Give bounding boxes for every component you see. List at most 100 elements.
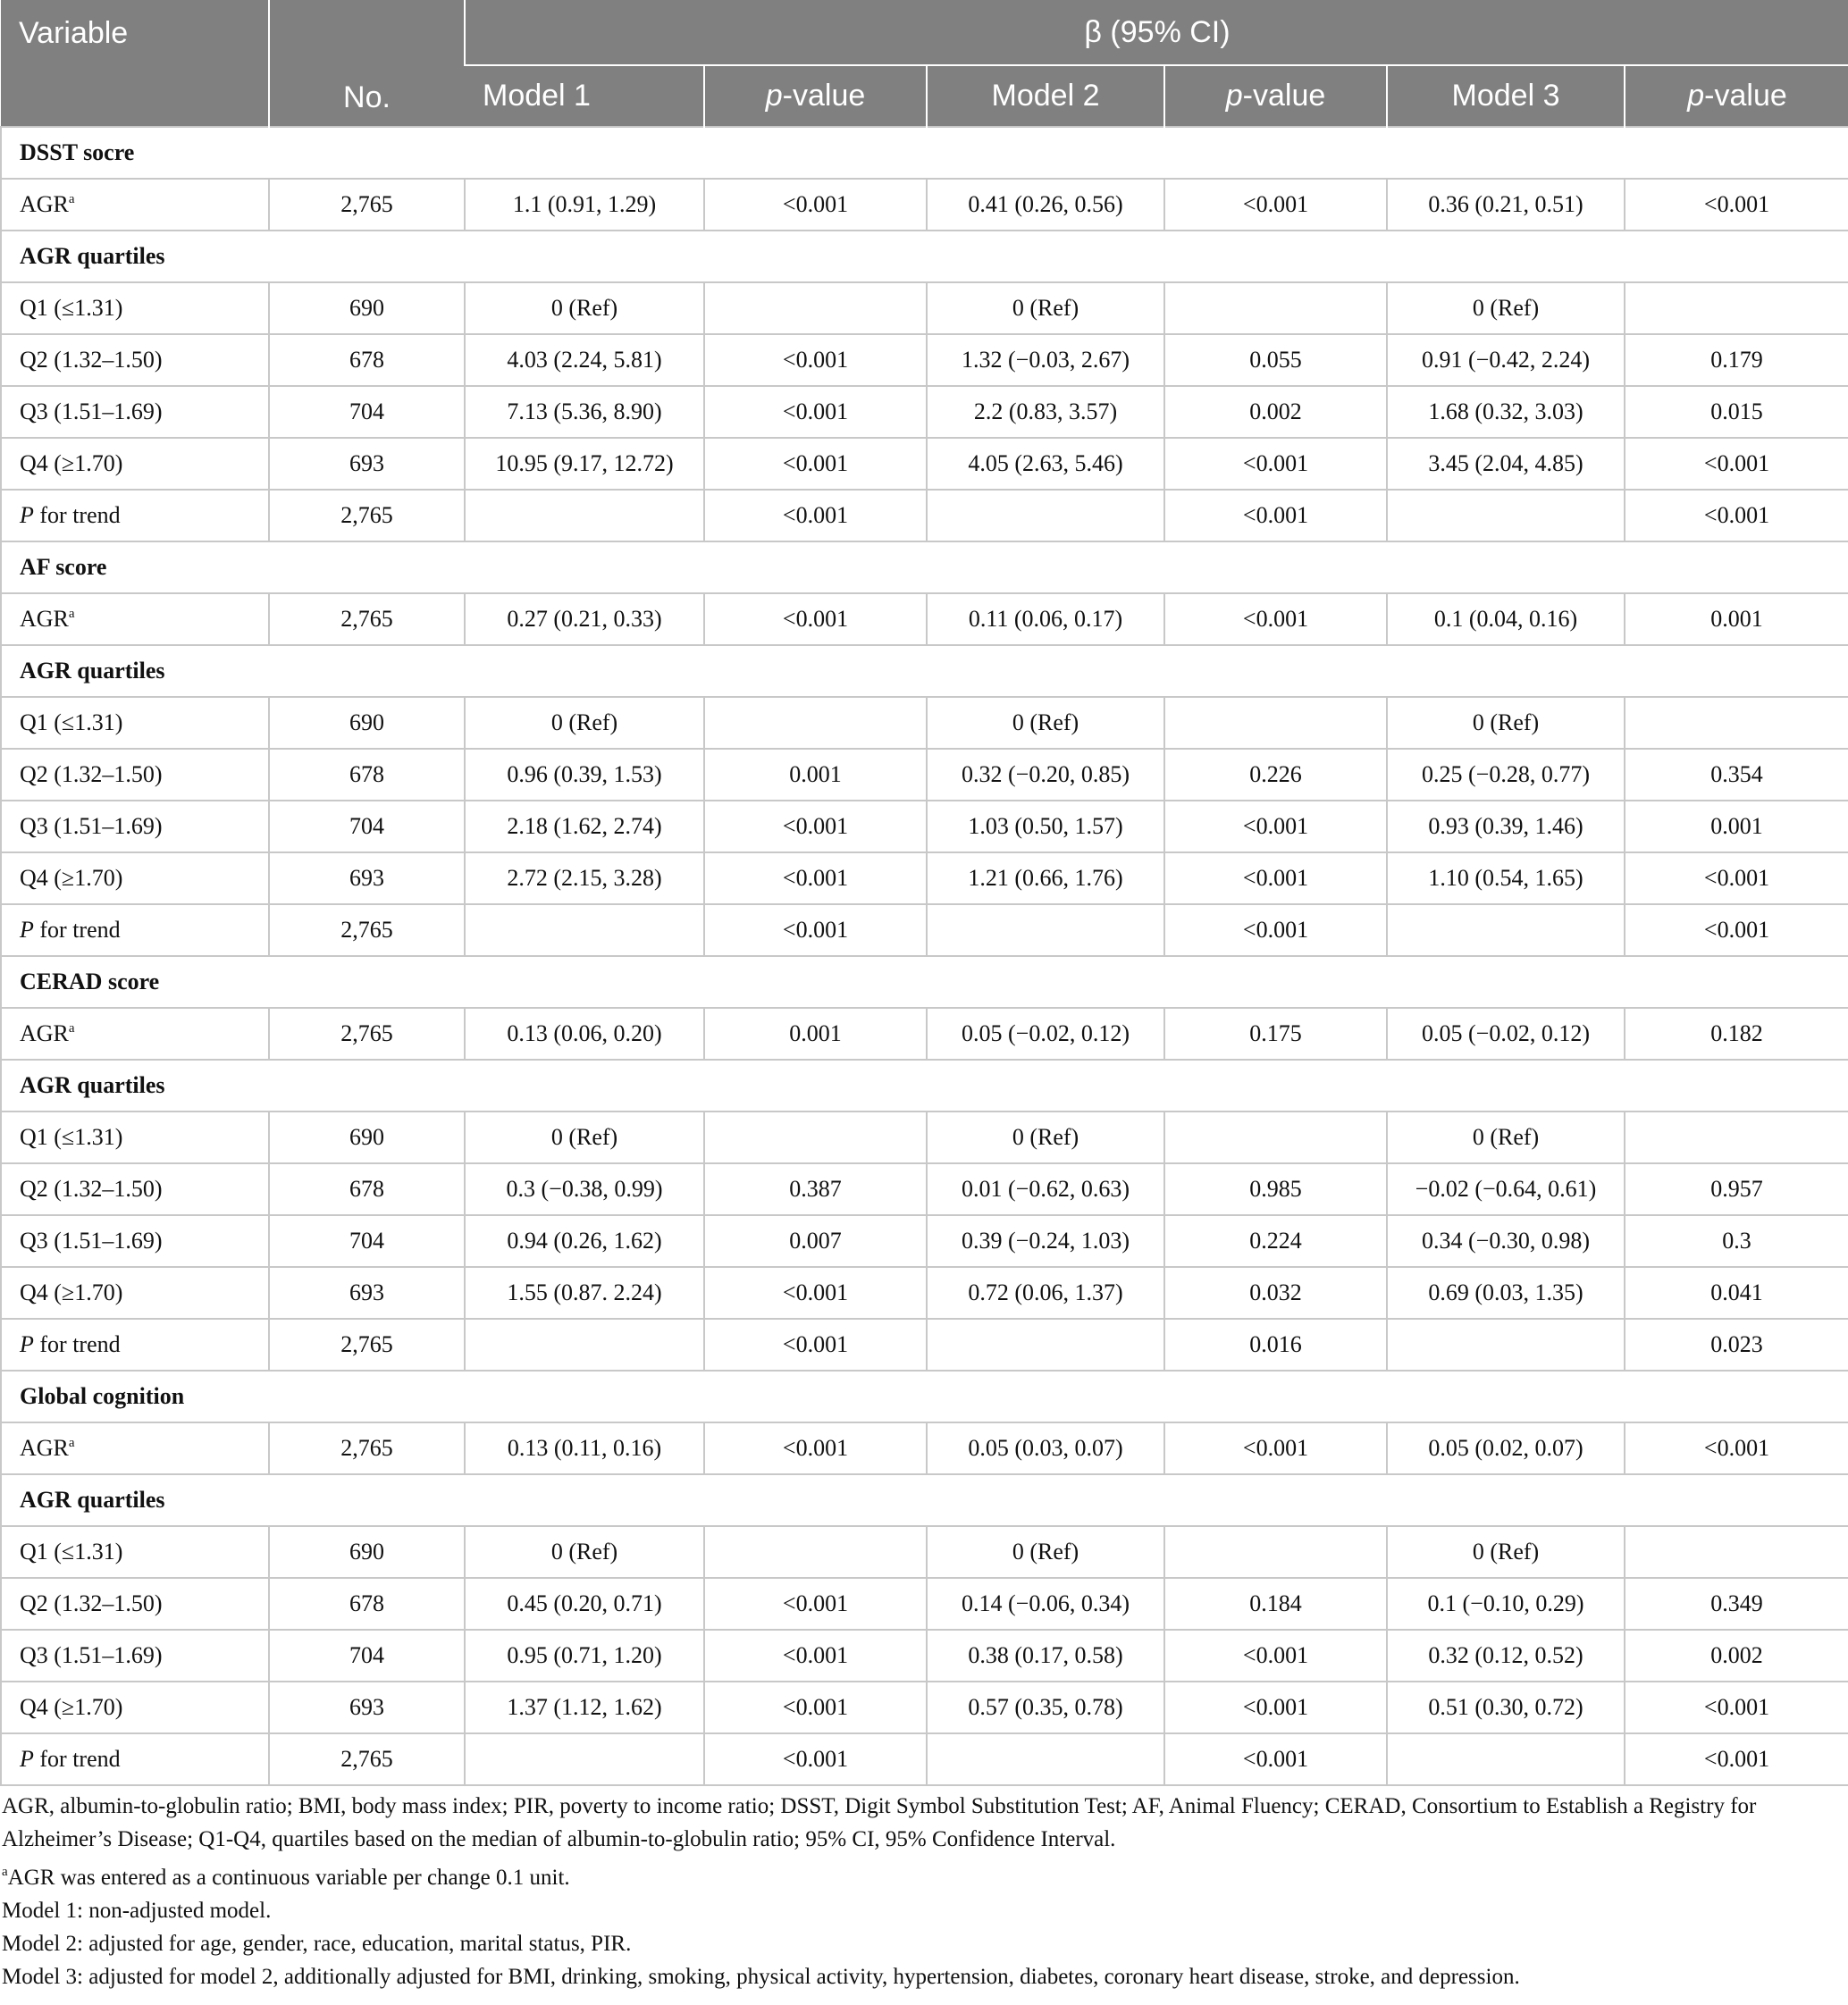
cell: 0.32 (−0.20, 0.85) xyxy=(926,748,1165,801)
results-table: Variable No. β (95% CI) Model 1 p-value Model… xyxy=(0,0,1848,1786)
data-row: Q2 (1.32–1.50) 678 0.45 (0.20, 0.71) <0.001… xyxy=(0,1577,1848,1631)
section-row: DSST socre xyxy=(0,126,1848,180)
footnote: AGR, albumin-to-globulin ratio; BMI, bod… xyxy=(2,1790,1846,1856)
cell: 2,765 xyxy=(268,489,466,542)
cell: 0.023 xyxy=(1624,1318,1848,1372)
text: Q4 (≥1.70) xyxy=(20,1279,123,1305)
cell: 2,765 xyxy=(268,1732,466,1786)
cell: 1.03 (0.50, 1.57) xyxy=(926,800,1165,853)
data-row: Q3 (1.51–1.69) 704 0.95 (0.71, 1.20) <0.001… xyxy=(0,1629,1848,1682)
cell xyxy=(1163,696,1388,750)
cell: 690 xyxy=(268,1525,466,1579)
cell: 0.015 xyxy=(1624,385,1848,439)
cell: 0 (Ref) xyxy=(926,696,1165,750)
cell: <0.001 xyxy=(703,489,928,542)
cell: 0.05 (0.03, 0.07) xyxy=(926,1422,1165,1475)
cell: <0.001 xyxy=(1624,903,1848,957)
cell: 704 xyxy=(268,800,466,853)
cell: <0.001 xyxy=(703,1681,928,1734)
text: Model 3: adjusted for model 2, additiona… xyxy=(2,1965,1520,1989)
header-row: Model 1 p-value Model 2 p-value Model 3 p-val… xyxy=(1,64,1848,127)
text: Q4 (≥1.70) xyxy=(20,865,123,891)
cell: 0 (Ref) xyxy=(1386,696,1625,750)
cell: 0 (Ref) xyxy=(1386,1525,1625,1579)
cell xyxy=(926,489,1165,542)
row-label: Q3 (1.51–1.69) xyxy=(0,1214,270,1268)
section-title: CERAD score xyxy=(0,955,1848,1009)
row-label: P for trend xyxy=(0,1732,270,1786)
row-label: Q2 (1.32–1.50) xyxy=(0,748,270,801)
cell: 0.91 (−0.42, 2.24) xyxy=(1386,333,1625,387)
cell: 0.002 xyxy=(1624,1629,1848,1682)
cell: 0.45 (0.20, 0.71) xyxy=(464,1577,705,1631)
section-title: AF score xyxy=(0,541,1848,594)
cell: 0.14 (−0.06, 0.34) xyxy=(926,1577,1165,1631)
cell: 4.03 (2.24, 5.81) xyxy=(464,333,705,387)
text: Model 1: non-adjusted model. xyxy=(2,1899,272,1923)
section-title: AGR quartiles xyxy=(0,1059,1848,1112)
cell: 7.13 (5.36, 8.90) xyxy=(464,385,705,439)
text: Q3 (1.51–1.69) xyxy=(20,1228,163,1254)
cell xyxy=(1386,903,1625,957)
cell: <0.001 xyxy=(1624,437,1848,491)
cell: <0.001 xyxy=(703,437,928,491)
header-cell: p-value xyxy=(1163,64,1387,127)
cell: 0.985 xyxy=(1163,1162,1388,1216)
data-row: AGRa 2,765 0.13 (0.06, 0.20) 0.001 0.05 (−0.… xyxy=(0,1007,1848,1061)
row-label: Q2 (1.32–1.50) xyxy=(0,1577,270,1631)
cell: 2,765 xyxy=(268,1422,466,1475)
cell: 690 xyxy=(268,1111,466,1164)
cell: 0.69 (0.03, 1.35) xyxy=(1386,1266,1625,1320)
cell: <0.001 xyxy=(1163,903,1388,957)
cell: <0.001 xyxy=(1163,1681,1388,1734)
data-row: Q3 (1.51–1.69) 704 2.18 (1.62, 2.74) <0.001… xyxy=(0,800,1848,853)
data-row: Q4 (≥1.70) 693 1.55 (0.87. 2.24) <0.001 0.72… xyxy=(0,1266,1848,1320)
cell: 0.3 xyxy=(1624,1214,1848,1268)
cell: 0 (Ref) xyxy=(926,1525,1165,1579)
cell: 0.001 xyxy=(703,748,928,801)
data-row: P for trend 2,765 <0.001 <0.001 <0.001 xyxy=(0,903,1848,957)
cell: 0.041 xyxy=(1624,1266,1848,1320)
cell xyxy=(703,1111,928,1164)
text: Q1 (≤1.31) xyxy=(20,709,123,735)
row-label: Q4 (≥1.70) xyxy=(0,1266,270,1320)
data-row: P for trend 2,765 <0.001 0.016 0.023 xyxy=(0,1318,1848,1372)
header-cell: Model 2 xyxy=(926,64,1164,127)
cell: <0.001 xyxy=(703,1577,928,1631)
text: Q4 (≥1.70) xyxy=(20,450,123,476)
data-row: AGRa 2,765 0.27 (0.21, 0.33) <0.001 0.11 (0.… xyxy=(0,592,1848,646)
cell: 0 (Ref) xyxy=(464,281,705,335)
footnote: Model 2: adjusted for age, gender, race,… xyxy=(2,1927,1846,1960)
cell: 0.95 (0.71, 1.20) xyxy=(464,1629,705,1682)
cell: 2,765 xyxy=(268,1007,466,1061)
cell: <0.001 xyxy=(703,903,928,957)
cell: 0.354 xyxy=(1624,748,1848,801)
cell: 0.1 (0.04, 0.16) xyxy=(1386,592,1625,646)
cell xyxy=(464,489,705,542)
text: Q3 (1.51–1.69) xyxy=(20,1642,163,1668)
cell: 0 (Ref) xyxy=(464,1525,705,1579)
text: AGR, albumin-to-globulin ratio; BMI, bod… xyxy=(2,1794,1757,1851)
data-row: Q3 (1.51–1.69) 704 7.13 (5.36, 8.90) <0.001… xyxy=(0,385,1848,439)
superscript: a xyxy=(68,607,75,621)
cell: <0.001 xyxy=(703,800,928,853)
text: P for trend xyxy=(20,1746,121,1772)
text: Q3 (1.51–1.69) xyxy=(20,813,163,839)
text: AGR xyxy=(20,1020,69,1046)
superscript: a xyxy=(68,192,75,206)
section-title: AGR quartiles xyxy=(0,230,1848,283)
cell xyxy=(703,1525,928,1579)
cell: 0.349 xyxy=(1624,1577,1848,1631)
row-label: Q4 (≥1.70) xyxy=(0,437,270,491)
row-label: Q1 (≤1.31) xyxy=(0,1525,270,1579)
cell: 1.68 (0.32, 3.03) xyxy=(1386,385,1625,439)
cell: 0.001 xyxy=(1624,592,1848,646)
cell: <0.001 xyxy=(1624,178,1848,231)
text: P for trend xyxy=(20,917,121,943)
row-label: Q3 (1.51–1.69) xyxy=(0,800,270,853)
row-label: Q3 (1.51–1.69) xyxy=(0,1629,270,1682)
cell xyxy=(1163,1111,1388,1164)
cell: 1.21 (0.66, 1.76) xyxy=(926,851,1165,905)
text: Q2 (1.32–1.50) xyxy=(20,347,163,373)
